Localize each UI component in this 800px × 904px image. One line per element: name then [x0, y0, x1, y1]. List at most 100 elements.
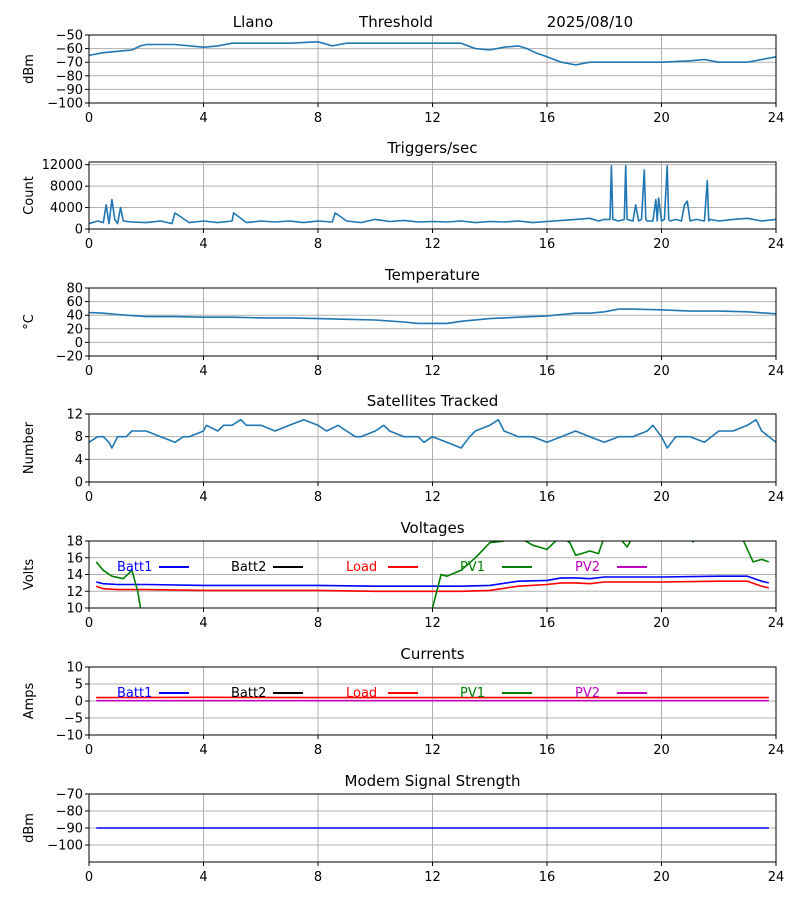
legend-label-pv2: PV2 [575, 686, 600, 701]
x-tick-label: 16 [539, 490, 556, 505]
y-tick-label: 14 [66, 568, 83, 583]
y-tick-label: 0 [75, 223, 83, 238]
y-tick-label: 8000 [50, 180, 83, 195]
y-axis-label: °C [22, 314, 37, 330]
y-tick-label: 8 [75, 430, 83, 445]
legend-label-batt2: Batt2 [231, 560, 266, 575]
x-tick-label: 12 [424, 870, 441, 885]
x-tick-label: 12 [424, 616, 441, 631]
x-tick-label: 12 [424, 490, 441, 505]
panel-title: Triggers/sec [387, 139, 478, 157]
x-tick-label: 20 [653, 111, 670, 126]
x-tick-label: 12 [424, 364, 441, 379]
y-tick-label: −90 [56, 822, 83, 837]
x-tick-label: 4 [199, 237, 207, 252]
x-tick-label: 4 [199, 364, 207, 379]
x-tick-label: 12 [424, 237, 441, 252]
x-tick-label: 20 [653, 743, 670, 758]
y-tick-label: 0 [75, 336, 83, 351]
header-date: 2025/08/10 [547, 13, 633, 31]
x-tick-label: 12 [424, 743, 441, 758]
y-axis-label: Amps [22, 682, 37, 719]
legend-label-batt1: Batt1 [117, 560, 152, 575]
y-tick-label: 0 [75, 695, 83, 710]
x-tick-label: 16 [539, 111, 556, 126]
y-axis-label: dBm [22, 54, 37, 84]
x-tick-label: 24 [768, 743, 785, 758]
x-tick-label: 4 [199, 490, 207, 505]
panel-title: Modem Signal Strength [345, 772, 521, 790]
x-tick-label: 12 [424, 111, 441, 126]
legend-label-pv1: PV1 [460, 686, 485, 701]
y-axis-label: Number [22, 421, 37, 474]
x-tick-label: 0 [85, 490, 93, 505]
x-tick-label: 16 [539, 616, 556, 631]
y-tick-label: 18 [66, 535, 83, 550]
x-tick-label: 8 [314, 490, 322, 505]
x-tick-label: 0 [85, 616, 93, 631]
legend-label-batt2: Batt2 [231, 686, 266, 701]
x-tick-label: 0 [85, 111, 93, 126]
y-tick-label: −80 [56, 805, 83, 820]
x-tick-label: 4 [199, 111, 207, 126]
y-tick-label: −10 [56, 729, 83, 744]
header-label: Threshold [358, 13, 433, 31]
x-tick-label: 8 [314, 870, 322, 885]
x-tick-label: 4 [199, 870, 207, 885]
x-tick-label: 24 [768, 870, 785, 885]
y-tick-label: 4 [75, 453, 83, 468]
x-tick-label: 8 [314, 364, 322, 379]
x-tick-label: 20 [653, 364, 670, 379]
y-tick-label: 10 [66, 602, 83, 617]
legend-label-pv2: PV2 [575, 560, 600, 575]
x-tick-label: 8 [314, 111, 322, 126]
x-tick-label: 16 [539, 743, 556, 758]
x-tick-label: 24 [768, 111, 785, 126]
y-tick-label: −70 [56, 56, 83, 71]
panel-title: Temperature [384, 266, 480, 284]
header-site: Llano [233, 13, 273, 31]
x-tick-label: 8 [314, 616, 322, 631]
legend-label-load: Load [346, 560, 377, 575]
y-tick-label: −100 [47, 839, 83, 854]
y-tick-label: −90 [56, 83, 83, 98]
y-tick-label: 20 [66, 322, 83, 337]
legend-label-load: Load [346, 686, 377, 701]
x-tick-label: 0 [85, 743, 93, 758]
y-axis-label: Count [22, 176, 37, 215]
legend-label-pv1: PV1 [460, 560, 485, 575]
x-tick-label: 24 [768, 490, 785, 505]
y-tick-label: 4000 [50, 201, 83, 216]
y-tick-label: −50 [56, 29, 83, 44]
y-tick-label: 12 [66, 408, 83, 423]
y-tick-label: 60 [66, 295, 83, 310]
x-tick-label: 8 [314, 237, 322, 252]
panel-title: Currents [400, 645, 464, 663]
x-tick-label: 8 [314, 743, 322, 758]
legend-label-batt1: Batt1 [117, 686, 152, 701]
x-tick-label: 16 [539, 237, 556, 252]
x-tick-label: 24 [768, 364, 785, 379]
y-tick-label: −100 [47, 97, 83, 112]
y-tick-label: 40 [66, 309, 83, 324]
x-tick-label: 20 [653, 237, 670, 252]
y-axis-label: dBm [22, 813, 37, 843]
x-tick-label: 4 [199, 743, 207, 758]
x-tick-label: 16 [539, 870, 556, 885]
panel-title: Satellites Tracked [367, 392, 498, 410]
y-tick-label: 0 [75, 476, 83, 491]
y-tick-label: 16 [66, 551, 83, 566]
y-tick-label: −20 [56, 350, 83, 365]
y-tick-label: −80 [56, 69, 83, 84]
y-axis-label: Volts [22, 559, 37, 591]
y-tick-label: 12 [66, 585, 83, 600]
x-tick-label: 0 [85, 237, 93, 252]
x-tick-label: 16 [539, 364, 556, 379]
y-tick-label: 80 [66, 282, 83, 297]
